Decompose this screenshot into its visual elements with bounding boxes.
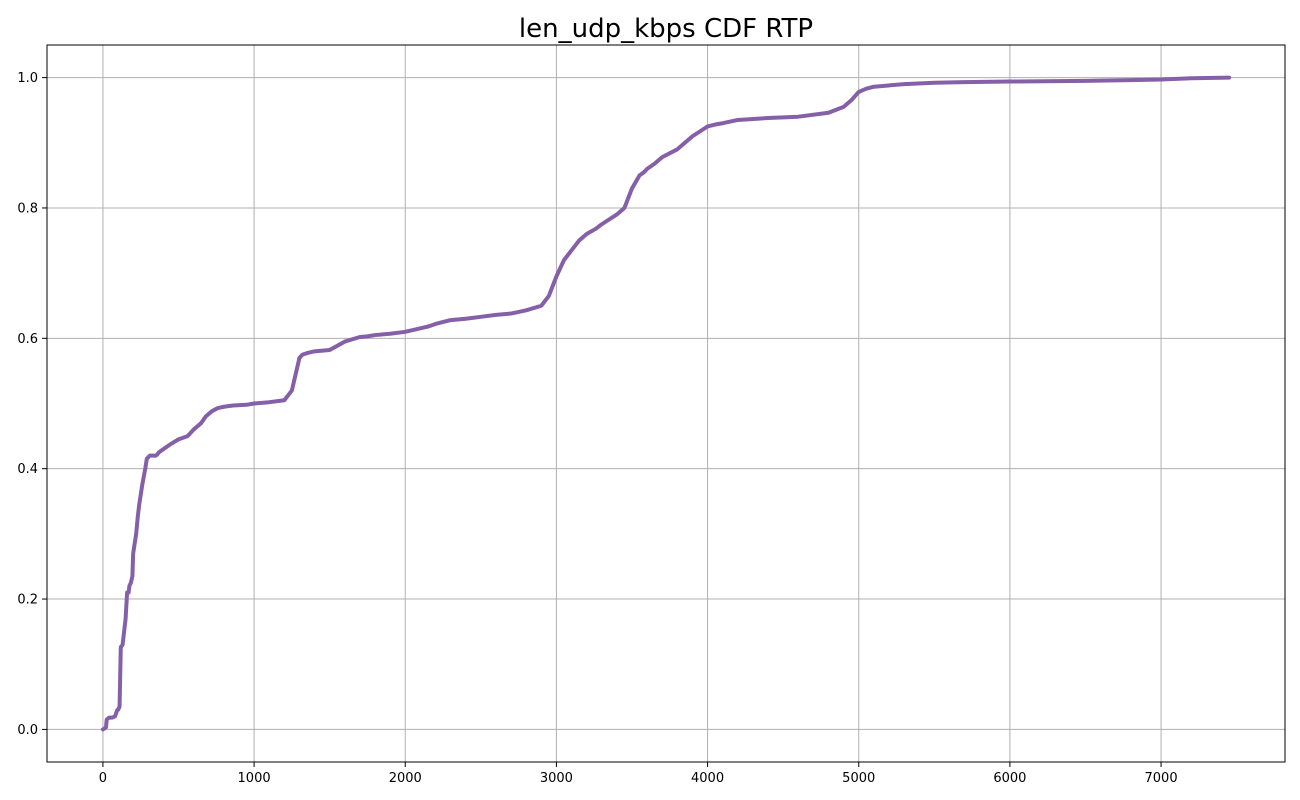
y-tick-label: 0.6: [17, 332, 38, 347]
chart-title: len_udp_kbps CDF RTP: [519, 14, 813, 44]
y-tick-label: 0.8: [17, 201, 38, 216]
cdf-series-line: [100, 75, 1232, 732]
x-tick-label: 7000: [1145, 771, 1178, 786]
x-tick-label: 1000: [238, 771, 271, 786]
grid-lines: [47, 45, 1285, 762]
x-tick-label: 3000: [540, 771, 573, 786]
x-tick-label: 4000: [691, 771, 724, 786]
axis-ticks: 0 1000 2000 3000 4000 5000 6000 7000 0.0 0.2 0.4 0.…: [17, 71, 1177, 786]
x-tick-label: 0: [99, 771, 107, 786]
plot-frame: [46, 44, 1286, 763]
y-tick-label: 1.0: [17, 71, 38, 86]
y-tick-label: 0.2: [17, 593, 38, 608]
y-tick-label: 0.0: [17, 723, 38, 738]
series-lines: [100, 75, 1232, 732]
y-tick-label: 0.4: [17, 462, 38, 477]
x-tick-label: 5000: [842, 771, 875, 786]
x-tick-label: 6000: [993, 771, 1026, 786]
x-tick-label: 2000: [389, 771, 422, 786]
